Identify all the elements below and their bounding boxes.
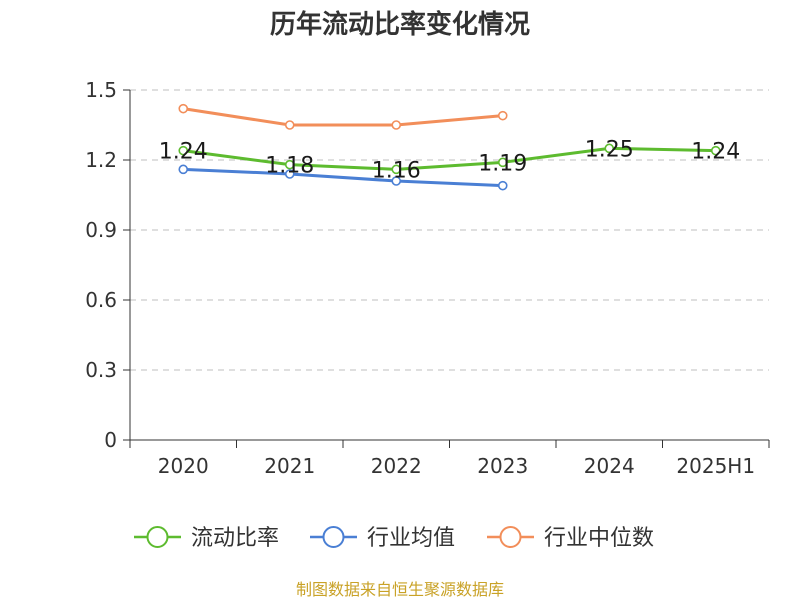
data-label: 1.19 — [478, 151, 527, 176]
legend-item[interactable]: 流动比率 — [134, 526, 279, 551]
series-2 — [178, 103, 508, 130]
data-point[interactable] — [604, 143, 615, 154]
legend-item[interactable]: 行业中位数 — [487, 526, 654, 551]
data-point[interactable] — [284, 169, 295, 179]
data-point[interactable] — [497, 157, 508, 168]
x-tick-label: 2023 — [477, 454, 528, 478]
data-point[interactable] — [391, 164, 402, 175]
x-tick-label: 2024 — [584, 454, 635, 478]
data-point[interactable] — [284, 159, 295, 170]
series-line — [183, 167, 503, 188]
data-label: 1.16 — [372, 158, 421, 183]
data-labels: 1.24 1.18 1.16 1.19 1.25 1.24 — [159, 137, 740, 183]
x-tick-label: 2020 — [158, 454, 209, 478]
x-tick-label: 2022 — [371, 454, 422, 478]
legend[interactable]: 流动比率 行业均值 行业中位数 — [134, 526, 654, 551]
legend-marker — [499, 526, 522, 548]
y-tick-label: 0.9 — [85, 218, 117, 242]
legend-marker — [322, 526, 345, 548]
grid — [130, 89, 769, 371]
data-point[interactable] — [710, 145, 721, 156]
axes: 0 0.3 0.6 0.9 1.2 1.5 2020 2021 2022 2023 2024 2025… — [85, 78, 770, 478]
data-point[interactable] — [178, 145, 189, 156]
y-tick-label: 1.2 — [85, 148, 117, 172]
legend-label: 流动比率 — [191, 526, 279, 551]
y-tick-label: 1.5 — [85, 78, 117, 102]
y-tick-label: 0.6 — [85, 288, 117, 312]
series-1 — [178, 164, 508, 191]
data-point[interactable] — [178, 164, 189, 175]
data-label: 1.24 — [691, 140, 740, 165]
data-point[interactable] — [497, 110, 508, 121]
chart-title: 历年流动比率变化情况 — [270, 9, 530, 40]
data-point[interactable] — [178, 103, 189, 114]
data-point[interactable] — [284, 120, 295, 130]
data-point[interactable] — [391, 176, 402, 186]
series-group — [178, 103, 721, 191]
series-line — [183, 146, 716, 171]
y-tick-label: 0.3 — [85, 358, 117, 382]
legend-label: 行业均值 — [367, 526, 455, 551]
y-tick-label: 0 — [104, 428, 117, 452]
legend-item[interactable]: 行业均值 — [310, 526, 455, 551]
series-0 — [178, 143, 721, 175]
data-label: 1.25 — [585, 137, 634, 162]
data-label: 1.18 — [265, 154, 314, 179]
data-point[interactable] — [391, 120, 402, 130]
x-tick-label: 2021 — [264, 454, 315, 478]
series-line — [183, 107, 503, 127]
data-point[interactable] — [497, 180, 508, 191]
data-label: 1.24 — [159, 140, 208, 165]
legend-label: 行业中位数 — [544, 526, 654, 551]
legend-marker — [146, 526, 169, 548]
source-note: 制图数据来自恒生聚源数据库 — [296, 580, 504, 599]
x-tick-label: 2025H1 — [676, 454, 755, 478]
